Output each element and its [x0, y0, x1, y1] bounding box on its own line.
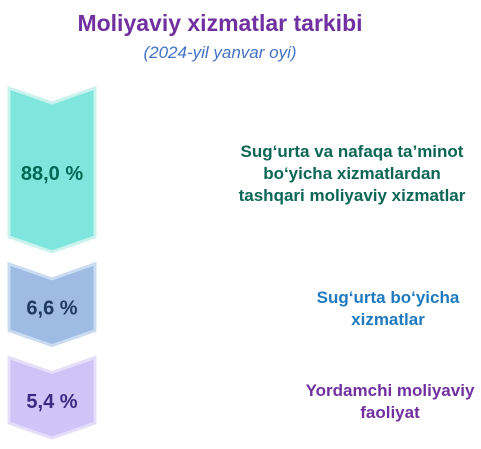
chart-title: Moliyaviy xizmatlar tarkibi	[77, 10, 363, 36]
category-label-2: Sug‘urta bo‘yicha xizmatlar	[316, 287, 460, 329]
value-label-2: 6,6 %	[26, 298, 77, 320]
chevron-bar-3	[7, 355, 97, 440]
category-label-3: Yordamchi moliyaviy faoliyat	[305, 380, 475, 422]
chevron-bar-2	[7, 261, 97, 348]
chart-subtitle: (2024-yil yanvar oyi)	[143, 43, 297, 62]
value-label-1: 88,0 %	[21, 163, 83, 185]
category-label-1: Sug‘urta va nafaqa ta’minot bo‘yicha xiz…	[238, 141, 466, 205]
chevron-bar-1	[7, 85, 97, 254]
value-label-3: 5,4 %	[26, 391, 77, 413]
